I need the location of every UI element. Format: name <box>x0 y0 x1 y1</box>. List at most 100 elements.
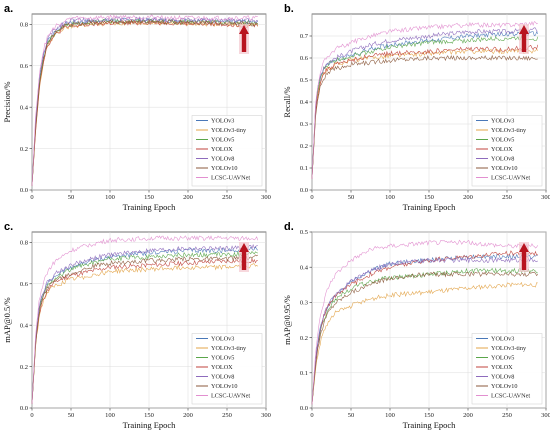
y-tick-label: 0.5 <box>300 229 308 236</box>
legend-entry: YOLOv5 <box>211 355 234 362</box>
x-axis-label: Training Epoch <box>123 420 177 430</box>
y-tick-label: 0.0 <box>20 187 28 194</box>
series-line-yolov8 <box>31 243 258 404</box>
series-line-yolov3 <box>31 246 259 404</box>
y-axis-label: Recall/% <box>282 86 292 117</box>
legend: YOLOv3 YOLOv3-tiny YOLOv5 YOLOX YOLOv8 YOLOv1… <box>471 115 543 187</box>
y-tick-label: 0.2 <box>300 143 308 150</box>
x-tick-label: 50 <box>348 412 355 419</box>
panel-label: d. <box>284 221 294 233</box>
legend-entry: YOLOv10 <box>211 165 237 172</box>
y-tick-label: 0.0 <box>300 405 308 412</box>
legend-entry: LCSC-UAVNet <box>491 175 530 182</box>
legend-entry: YOLOv3 <box>211 118 234 125</box>
series-line-lcsc-uavnet <box>311 20 538 180</box>
legend: YOLOv3 YOLOv3-tiny YOLOv5 YOLOX YOLOv8 YOLOv1… <box>471 333 543 405</box>
up-arrow-icon-shaft <box>521 33 527 52</box>
legend-entry: YOLOv3-tiny <box>491 345 527 352</box>
legend-entry: YOLOv8 <box>491 374 514 381</box>
legend-entry: YOLOv3-tiny <box>491 127 527 134</box>
y-tick-label: 0.1 <box>300 370 308 377</box>
legend-box <box>191 333 263 405</box>
series-line-yolov8 <box>311 256 539 405</box>
series-line-yolov10 <box>31 18 258 186</box>
legend-box <box>191 115 263 187</box>
panel-label: a. <box>4 3 13 15</box>
series-line-yolov10 <box>311 54 538 180</box>
x-tick-label: 50 <box>348 194 355 201</box>
legend-entry: YOLOv8 <box>211 374 234 381</box>
legend-box <box>471 333 543 405</box>
y-tick-label: 0.8 <box>20 22 28 29</box>
legend-entry: YOLOv5 <box>491 355 514 362</box>
series-line-lcsc-uavnet <box>31 14 258 186</box>
legend-entry: YOLOv8 <box>211 156 234 163</box>
series-line-yolov3-tiny <box>311 48 539 180</box>
series-line-yolov5 <box>311 35 539 180</box>
y-axis-label: Precision/% <box>2 81 12 122</box>
x-axis-label: Training Epoch <box>123 202 177 212</box>
legend-entry: YOLOv10 <box>211 383 237 390</box>
x-tick-label: 150 <box>144 194 154 201</box>
legend-entry: LCSC-UAVNet <box>211 175 250 182</box>
y-tick-label: 0.2 <box>300 335 308 342</box>
y-tick-label: 0.2 <box>20 146 28 153</box>
x-tick-label: 100 <box>385 194 395 201</box>
y-tick-label: 0.8 <box>20 240 28 247</box>
up-arrow-icon <box>239 243 249 252</box>
x-tick-label: 200 <box>463 194 473 201</box>
x-tick-label: 0 <box>310 412 313 419</box>
x-tick-label: 300 <box>541 194 550 201</box>
series-line-yolox <box>311 250 538 405</box>
x-tick-label: 250 <box>222 194 232 201</box>
chart-panel-1: 0 50 100 150 200 250 3000.00.20.40.60.8YOLOv3Y… <box>2 3 271 212</box>
y-tick-label: 0.3 <box>300 121 308 128</box>
y-tick-label: 0.6 <box>300 55 309 62</box>
legend-entry: YOLOv3 <box>491 118 514 125</box>
y-tick-label: 0.6 <box>20 281 29 288</box>
x-tick-label: 100 <box>385 412 395 419</box>
chart-panel-4: 0 50 100 150 200 250 300 0.0 0.1 0.2 0.3 0.4 0.5 YOLO… <box>282 221 550 430</box>
legend-entry: YOLOX <box>211 146 233 153</box>
up-arrow-icon <box>239 25 249 34</box>
legend-entry: YOLOv3-tiny <box>211 345 247 352</box>
x-tick-label: 300 <box>261 412 271 419</box>
x-axis-label: Training Epoch <box>403 202 457 212</box>
legend-entry: YOLOv10 <box>491 383 517 390</box>
legend-entry: YOLOv3 <box>491 336 514 343</box>
series-line-yolov8 <box>311 27 538 180</box>
legend-entry: YOLOv3-tiny <box>211 127 247 134</box>
x-tick-label: 0 <box>30 412 33 419</box>
x-tick-label: 0 <box>310 194 313 201</box>
x-axis-label: Training Epoch <box>403 420 457 430</box>
x-tick-label: 250 <box>502 412 512 419</box>
y-tick-label: 0.6 <box>20 63 29 70</box>
y-axis-label: mAP@0.95/% <box>282 295 292 345</box>
legend-entry: YOLOv5 <box>211 137 234 144</box>
x-tick-label: 200 <box>463 412 473 419</box>
x-tick-label: 250 <box>222 412 232 419</box>
series-line-yolov3 <box>311 30 539 180</box>
x-tick-label: 200 <box>183 412 193 419</box>
series-line-yolov5 <box>31 250 258 404</box>
x-tick-label: 150 <box>424 194 434 201</box>
x-tick-label: 50 <box>68 412 75 419</box>
panel-label: c. <box>4 221 13 233</box>
up-arrow-icon-shaft <box>241 251 247 270</box>
series-line-yolov8 <box>31 16 258 186</box>
series-line-yolov3-tiny <box>311 281 538 405</box>
chart-panel-2: 0 50 100 150 200 250 300 0.0 0.1 0.2 0.3 0.4 0.5 0.6 0… <box>282 3 550 212</box>
y-tick-label: 0.7 <box>300 33 309 40</box>
up-arrow-icon-shaft <box>521 251 527 270</box>
legend-entry: YOLOX <box>491 364 513 371</box>
x-tick-label: 300 <box>541 412 550 419</box>
y-tick-label: 0.5 <box>300 77 308 84</box>
series-line-yolox <box>31 257 258 404</box>
y-tick-label: 0.4 <box>300 99 309 106</box>
y-tick-label: 0.4 <box>20 322 29 329</box>
y-tick-label: 0.4 <box>20 104 29 111</box>
series-line-yolov10 <box>311 271 539 405</box>
x-tick-label: 0 <box>30 194 33 201</box>
up-arrow-icon-shaft <box>241 33 247 52</box>
